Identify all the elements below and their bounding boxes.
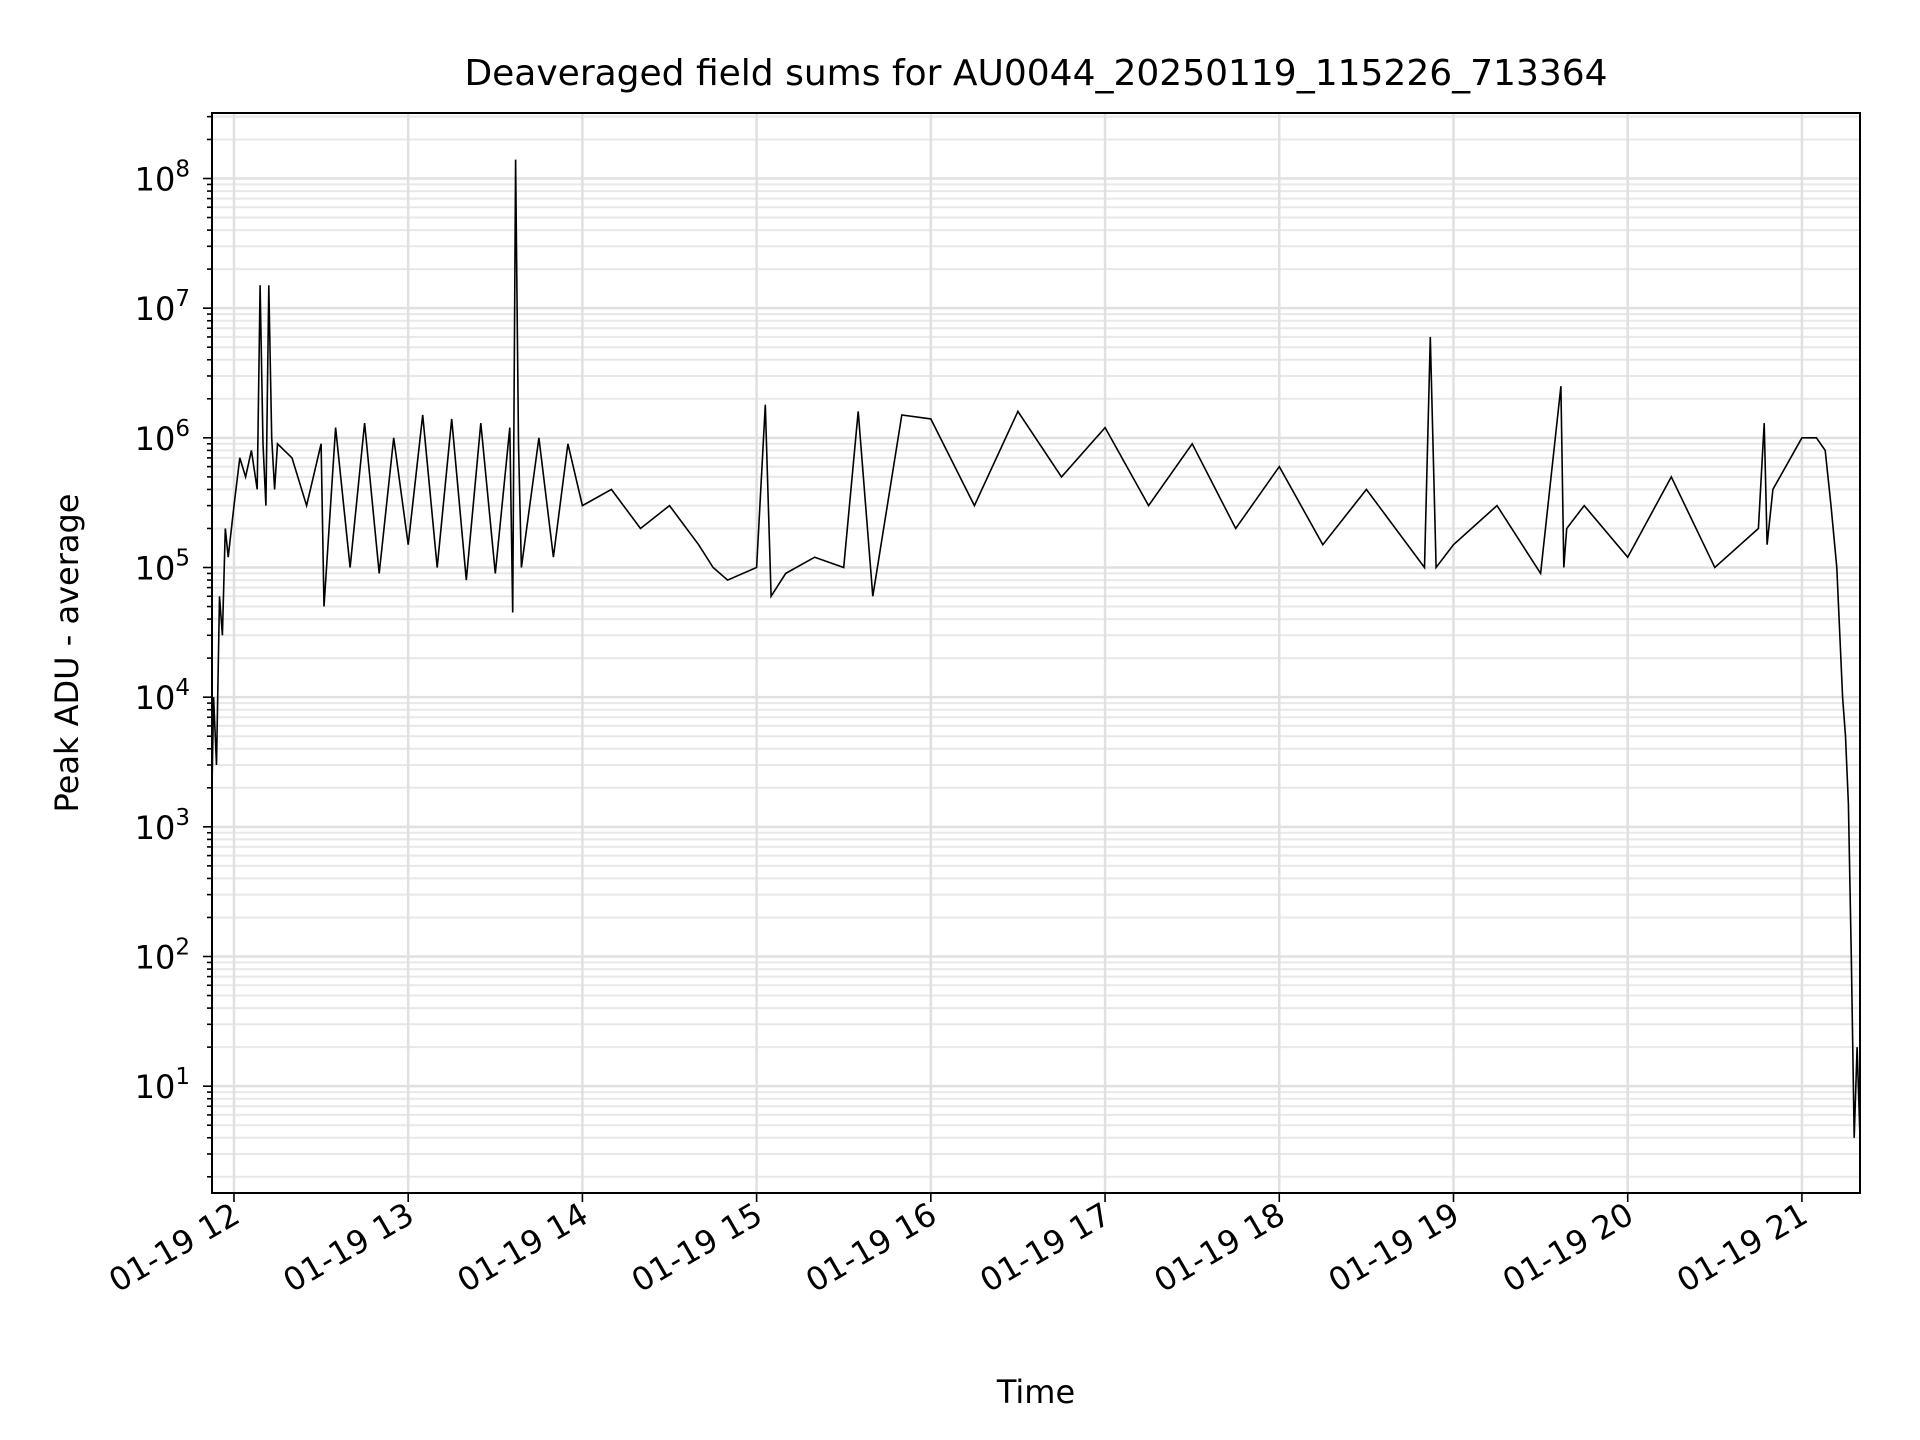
y-tick-label: 104 xyxy=(135,675,190,717)
y-tick-exponent: 6 xyxy=(175,416,190,442)
y-tick-exponent: 3 xyxy=(175,805,190,831)
y-tick-exponent: 1 xyxy=(175,1064,190,1090)
y-tick-label: 108 xyxy=(135,157,190,199)
y-tick-base: 10 xyxy=(135,290,176,328)
y-tick-base: 10 xyxy=(135,679,176,717)
y-tick-exponent: 8 xyxy=(175,157,190,183)
y-tick-label: 107 xyxy=(135,286,190,328)
y-tick-exponent: 2 xyxy=(175,935,190,961)
plot-frame xyxy=(211,112,1861,1194)
y-tick-base: 10 xyxy=(135,420,176,458)
y-tick-label: 103 xyxy=(135,805,190,847)
y-tick-base: 10 xyxy=(135,1068,176,1106)
x-axis-label: Time xyxy=(996,1373,1075,1411)
y-tick-exponent: 5 xyxy=(175,546,190,572)
y-tick-base: 10 xyxy=(135,550,176,588)
y-axis-label: Peak ADU - average xyxy=(48,494,86,813)
y-tick-base: 10 xyxy=(135,939,176,977)
grid-layer xyxy=(212,113,1860,1193)
y-tick-exponent: 7 xyxy=(175,286,190,312)
y-tick-label: 106 xyxy=(135,416,190,458)
series-line xyxy=(211,159,1861,1138)
y-tick-base: 10 xyxy=(135,809,176,847)
series-layer xyxy=(211,159,1861,1138)
y-tick-exponent: 4 xyxy=(175,675,190,701)
y-tick-label: 105 xyxy=(135,546,190,588)
chart-title: Deaveraged field sums for AU0044_2025011… xyxy=(464,53,1607,94)
y-tick-label: 101 xyxy=(135,1064,190,1106)
y-tick-label: 102 xyxy=(135,935,190,977)
y-tick-base: 10 xyxy=(135,161,176,199)
